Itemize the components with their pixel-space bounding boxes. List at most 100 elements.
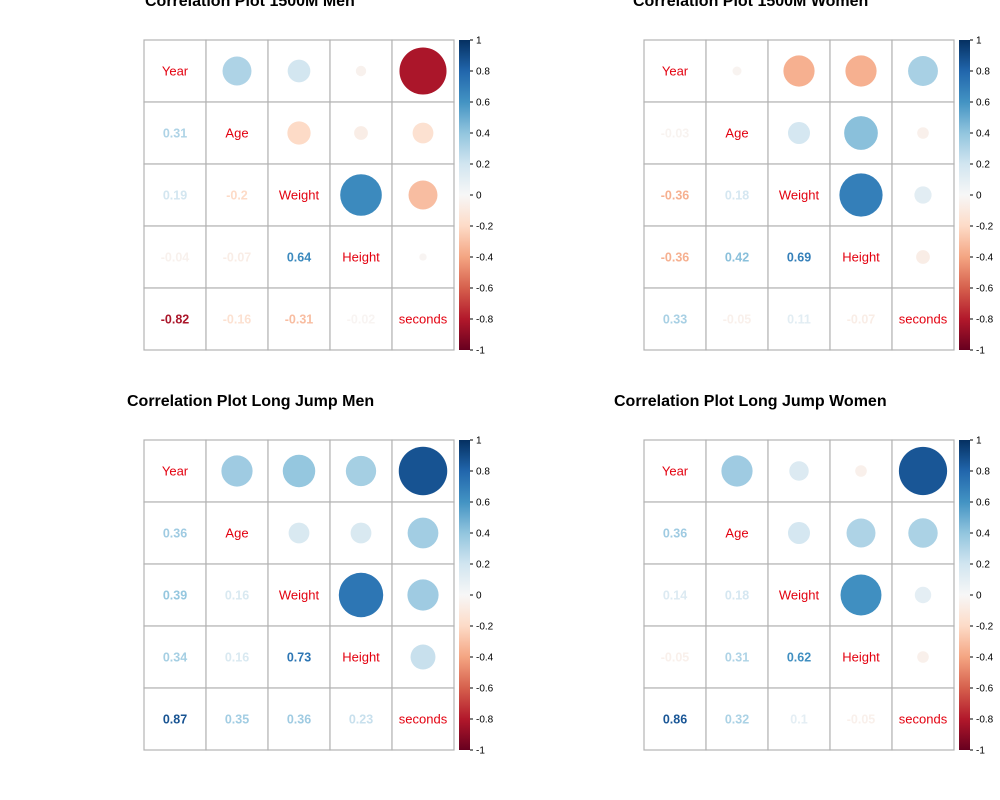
legend-tick-label: -0.6 bbox=[476, 284, 494, 295]
variable-label-seconds: seconds bbox=[399, 312, 448, 327]
corr-circle-weight-height bbox=[340, 174, 382, 216]
corr-value-seconds-age: -0.16 bbox=[223, 313, 252, 327]
matrix-cell bbox=[705, 163, 769, 227]
variable-label-height: Height bbox=[342, 650, 380, 665]
legend-tick-label: 0.8 bbox=[476, 467, 490, 478]
matrix-cell bbox=[705, 439, 769, 503]
corr-value-height-age: 0.42 bbox=[725, 251, 749, 265]
corr-value-seconds-year: -0.82 bbox=[161, 313, 190, 327]
corr-value-seconds-height: -0.07 bbox=[847, 313, 876, 327]
legend-tick-label: 0.4 bbox=[976, 129, 990, 140]
legend-tick-label: 0.6 bbox=[476, 498, 490, 509]
corr-circle-year-age bbox=[221, 455, 253, 487]
corr-circle-weight-height bbox=[840, 574, 882, 616]
variable-label-age: Age bbox=[225, 126, 248, 141]
corr-value-age-year: 0.36 bbox=[163, 527, 187, 541]
variable-label-seconds: seconds bbox=[899, 712, 948, 727]
corr-value-age-year: -0.03 bbox=[661, 127, 690, 141]
corr-circle-age-seconds bbox=[412, 122, 434, 144]
corr-circle-age-height bbox=[354, 126, 368, 140]
corr-circle-weight-height bbox=[839, 173, 883, 217]
legend-tick-label: 0 bbox=[476, 191, 482, 202]
corr-value-weight-year: 0.39 bbox=[163, 589, 187, 603]
matrix-cell bbox=[267, 287, 331, 351]
corr-circle-year-height bbox=[845, 55, 877, 87]
matrix-cell bbox=[205, 163, 269, 227]
matrix-cell bbox=[643, 287, 707, 351]
corr-circle-age-seconds bbox=[917, 127, 929, 139]
legend-tick-label: -0.8 bbox=[476, 715, 494, 726]
corr-value-height-year: -0.36 bbox=[661, 251, 690, 265]
corr-circle-age-weight bbox=[787, 521, 811, 545]
variable-label-age: Age bbox=[225, 526, 248, 541]
legend-tick-label: -0.2 bbox=[976, 222, 994, 233]
variable-label-height: Height bbox=[842, 250, 880, 265]
corr-circle-year-seconds bbox=[908, 56, 938, 86]
corr-circle-year-age bbox=[222, 56, 252, 86]
legend-tick-label: -0.4 bbox=[476, 253, 494, 264]
variable-label-height: Height bbox=[842, 650, 880, 665]
matrix-cell bbox=[705, 563, 769, 627]
corr-value-age-year: 0.31 bbox=[163, 127, 187, 141]
corr-value-seconds-year: 0.87 bbox=[163, 713, 187, 727]
corr-value-seconds-weight: -0.31 bbox=[285, 313, 314, 327]
matrix-cell bbox=[767, 287, 831, 351]
matrix-cell bbox=[267, 101, 331, 165]
corr-value-height-year: 0.34 bbox=[163, 651, 187, 665]
matrix-cell bbox=[143, 625, 207, 689]
color-legend-bar bbox=[459, 440, 470, 750]
legend-tick-label: -1 bbox=[476, 346, 485, 357]
legend-tick-label: 0.6 bbox=[476, 98, 490, 109]
legend-tick-label: 0.2 bbox=[476, 160, 490, 171]
matrix-cell bbox=[829, 287, 893, 351]
corr-value-height-age: 0.16 bbox=[225, 651, 249, 665]
corr-value-age-year: 0.36 bbox=[663, 527, 687, 541]
variable-label-weight: Weight bbox=[279, 188, 320, 203]
corr-value-weight-age: -0.2 bbox=[226, 189, 248, 203]
corr-value-weight-age: 0.18 bbox=[725, 589, 749, 603]
matrix-cell bbox=[767, 225, 831, 289]
matrix-cell bbox=[891, 287, 955, 351]
variable-label-height: Height bbox=[342, 250, 380, 265]
variable-label-weight: Weight bbox=[779, 188, 820, 203]
legend-tick-label: 0.4 bbox=[976, 529, 990, 540]
correlation-plot-long-jump-women-title: Correlation Plot Long Jump Women bbox=[614, 393, 887, 410]
legend-tick-label: -1 bbox=[476, 746, 485, 757]
corr-circle-year-age bbox=[732, 66, 742, 76]
variable-label-age: Age bbox=[725, 526, 748, 541]
corr-value-height-age: 0.31 bbox=[725, 651, 749, 665]
matrix-cell bbox=[705, 687, 769, 751]
corr-circle-age-weight bbox=[288, 522, 310, 544]
matrix-cell bbox=[267, 625, 331, 689]
matrix-cell bbox=[267, 563, 331, 627]
corr-circle-age-seconds bbox=[908, 518, 938, 548]
matrix-cell bbox=[705, 501, 769, 565]
corr-value-seconds-age: -0.05 bbox=[723, 313, 752, 327]
corr-value-seconds-height: -0.05 bbox=[847, 713, 876, 727]
matrix-cell bbox=[643, 439, 707, 503]
matrix-cell bbox=[143, 563, 207, 627]
corr-circle-year-weight bbox=[783, 55, 815, 87]
legend-tick-label: -0.8 bbox=[476, 315, 494, 326]
matrix-cell bbox=[767, 625, 831, 689]
corr-value-weight-year: 0.14 bbox=[663, 589, 687, 603]
legend-tick-label: 0 bbox=[476, 591, 482, 602]
corr-circle-weight-height bbox=[338, 572, 384, 618]
corr-circle-height-seconds bbox=[419, 253, 427, 261]
legend-tick-label: -0.6 bbox=[976, 284, 994, 295]
legend-tick-label: 0.2 bbox=[976, 160, 990, 171]
variable-label-year: Year bbox=[662, 464, 689, 479]
matrix-cell bbox=[205, 287, 269, 351]
matrix-cell bbox=[767, 563, 831, 627]
legend-tick-label: -0.8 bbox=[976, 715, 994, 726]
legend-tick-label: 0.6 bbox=[976, 498, 990, 509]
corr-value-height-year: -0.04 bbox=[161, 251, 190, 265]
corr-value-seconds-weight: 0.1 bbox=[790, 713, 807, 727]
corr-value-seconds-age: 0.35 bbox=[225, 713, 249, 727]
corr-value-seconds-weight: 0.36 bbox=[287, 713, 311, 727]
legend-tick-label: 0.4 bbox=[476, 529, 490, 540]
matrix-cell bbox=[205, 501, 269, 565]
matrix-cell bbox=[767, 687, 831, 751]
legend-tick-label: -0.2 bbox=[976, 622, 994, 633]
